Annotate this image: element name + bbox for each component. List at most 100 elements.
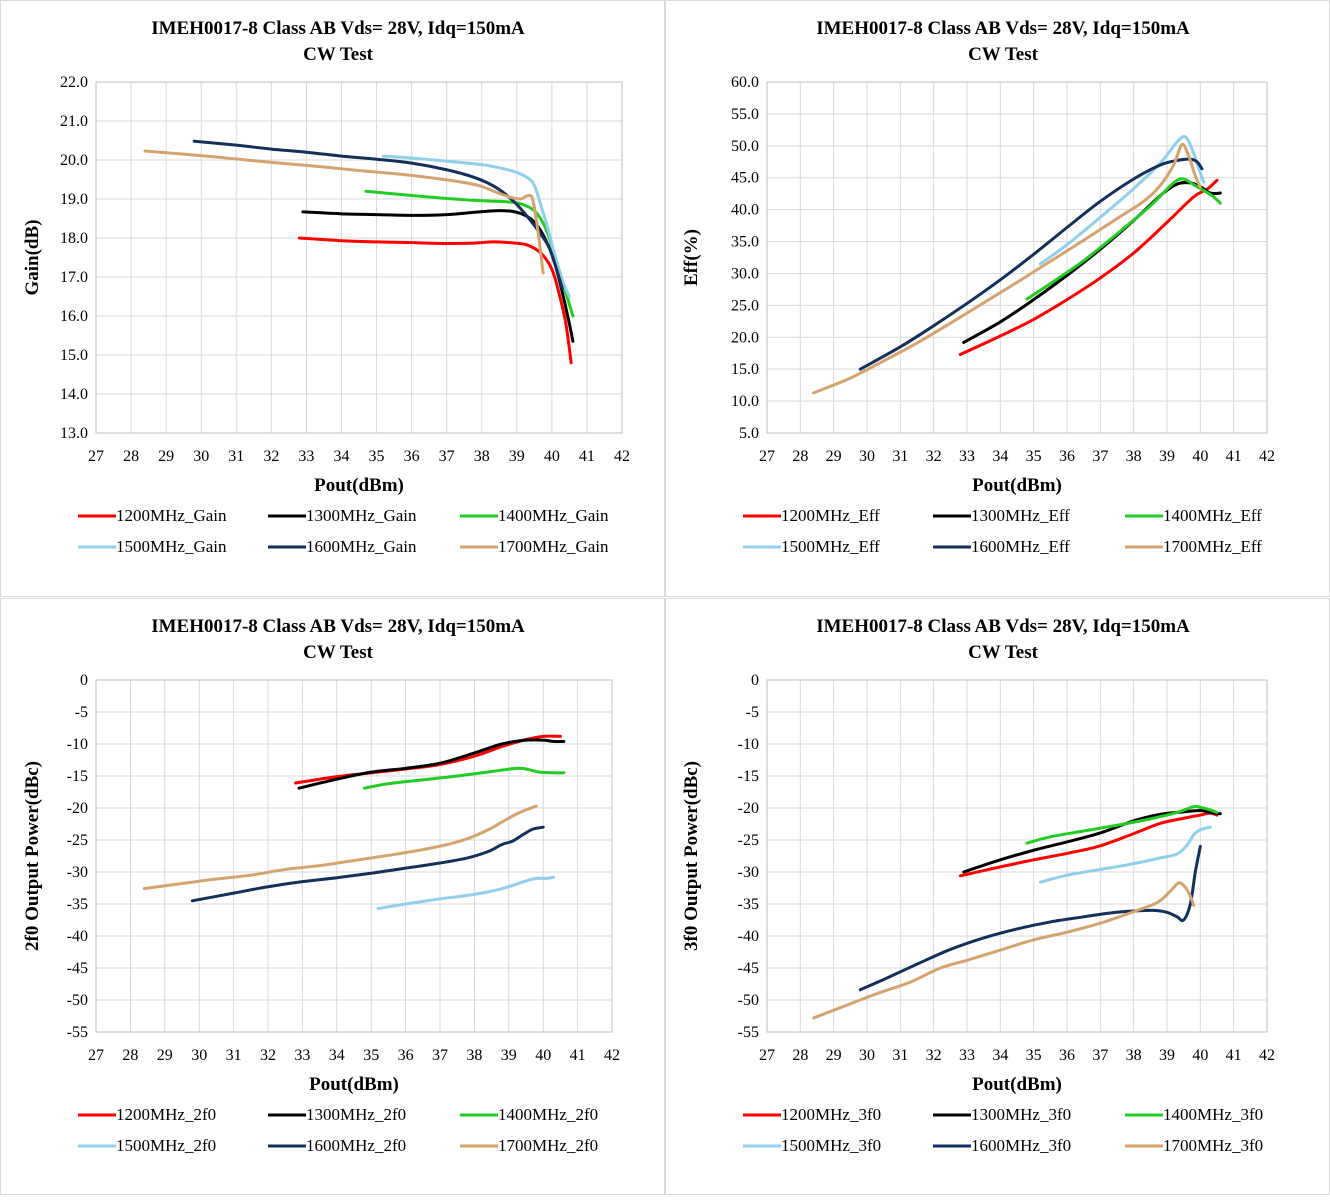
legend-label: 1500MHz_2f0 (116, 1136, 216, 1155)
x-tick-label: 38 (466, 1047, 482, 1064)
legend-label: 1600MHz_Eff (971, 537, 1070, 556)
y-tick-label: -40 (738, 928, 759, 945)
x-tick-label: 38 (1126, 1047, 1142, 1064)
series-line-1600MHz (192, 139, 564, 291)
series-line-1600MHz (858, 844, 1202, 992)
legend-label: 1500MHz_3f0 (781, 1136, 881, 1155)
y-tick-label: 40.0 (731, 202, 759, 219)
x-tick-label: 35 (363, 1047, 379, 1064)
y-tick-label: 60.0 (731, 74, 759, 91)
legend-label: 1500MHz_Eff (781, 537, 880, 556)
series-line-1600MHz (190, 825, 545, 903)
y-tick-label: 45.0 (731, 170, 759, 187)
x-tick-label: 41 (579, 448, 595, 465)
y-tick-label: 22.0 (60, 74, 88, 91)
x-tick-label: 27 (759, 448, 775, 465)
x-tick-label: 29 (157, 1047, 173, 1064)
y-tick-label: 50.0 (731, 138, 759, 155)
series-line-1500MHz (1038, 825, 1212, 884)
y-tick-label: 15.0 (60, 347, 88, 364)
legend-label: 1700MHz_3f0 (1163, 1136, 1263, 1155)
x-tick-label: 42 (1259, 448, 1275, 465)
x-tick-label: 35 (369, 448, 385, 465)
x-tick-label: 38 (474, 448, 490, 465)
x-tick-label: 42 (614, 448, 630, 465)
series-line-1500MHz (1038, 135, 1206, 266)
y-tick-label: -35 (67, 896, 88, 913)
x-tick-label: 38 (1126, 448, 1142, 465)
x-tick-label: 35 (1026, 448, 1042, 465)
x-tick-label: 40 (535, 1047, 551, 1064)
y-tick-label: -10 (738, 736, 759, 753)
x-tick-label: 30 (191, 1047, 207, 1064)
x-tick-label: 40 (1192, 448, 1208, 465)
second-harmonic-chart: IMEH0017-8 Class AB Vds= 28V, Idq=150mA C… (0, 598, 665, 1195)
x-tick-label: 41 (1226, 1047, 1242, 1064)
series-line-1500MHz (382, 154, 571, 298)
y-tick-label: 20.0 (60, 152, 88, 169)
legend-label: 1200MHz_Gain (116, 506, 227, 525)
legend-label: 1600MHz_3f0 (971, 1136, 1071, 1155)
x-tick-label: 33 (959, 448, 975, 465)
x-tick-label: 40 (1192, 1047, 1208, 1064)
y-tick-label: -15 (738, 768, 759, 785)
x-tick-label: 27 (88, 448, 104, 465)
x-tick-label: 39 (501, 1047, 517, 1064)
chart-panel-2f0: IMEH0017-8 Class AB Vds= 28V, Idq=150mA C… (0, 598, 665, 1195)
y-tick-label: -25 (738, 832, 759, 849)
y-tick-label: 13.0 (60, 425, 88, 442)
legend-label: 1200MHz_3f0 (781, 1105, 881, 1124)
y-tick-label: -5 (75, 704, 88, 721)
y-tick-label: -45 (67, 960, 88, 977)
y-tick-label: 0 (80, 672, 88, 689)
y-tick-label: -35 (738, 896, 759, 913)
plot-area (766, 81, 1268, 434)
series-line-1700MHz (812, 881, 1196, 1020)
chart-subtitle: CW Test (303, 642, 374, 663)
x-tick-label: 35 (1026, 1047, 1042, 1064)
y-tick-label: 14.0 (60, 386, 88, 403)
x-tick-label: 36 (1059, 448, 1075, 465)
x-tick-label: 28 (122, 1047, 138, 1064)
x-tick-label: 31 (226, 1047, 242, 1064)
x-tick-label: 36 (1059, 1047, 1075, 1064)
chart-panel-eff: IMEH0017-8 Class AB Vds= 28V, Idq=150mA C… (665, 0, 1330, 597)
x-tick-label: 27 (88, 1047, 104, 1064)
x-tick-label: 34 (992, 1047, 1008, 1064)
chart-frame (0, 0, 665, 597)
legend-label: 1700MHz_Gain (498, 537, 609, 556)
legend-label: 1200MHz_2f0 (116, 1105, 216, 1124)
y-tick-label: 17.0 (60, 269, 88, 286)
series-line-1300MHz (297, 738, 566, 790)
chart-frame (0, 598, 665, 1195)
y-axis-title: Gain(dB) (22, 219, 43, 295)
y-tick-label: -55 (738, 1024, 759, 1041)
x-tick-label: 32 (926, 448, 942, 465)
y-tick-label: -30 (67, 864, 88, 881)
x-tick-label: 30 (193, 448, 209, 465)
y-tick-label: 35.0 (731, 234, 759, 251)
plot-area (95, 81, 623, 434)
series-line-1200MHz (297, 236, 573, 365)
legend-label: 1500MHz_Gain (116, 537, 227, 556)
y-axis-title: 3f0 Output Power(dBc) (681, 761, 702, 951)
y-tick-label: -10 (67, 736, 88, 753)
y-tick-label: 5.0 (739, 425, 759, 442)
chart-title: IMEH0017-8 Class AB Vds= 28V, Idq=150mA (816, 616, 1190, 637)
series-line-1200MHz (958, 811, 1219, 878)
legend-label: 1600MHz_Gain (306, 537, 417, 556)
chart-title: IMEH0017-8 Class AB Vds= 28V, Idq=150mA (151, 18, 525, 39)
y-tick-label: 20.0 (731, 329, 759, 346)
y-tick-label: -50 (67, 992, 88, 1009)
series-line-1400MHz (362, 766, 566, 790)
third-harmonic-chart: IMEH0017-8 Class AB Vds= 28V, Idq=150mA C… (665, 598, 1330, 1195)
x-tick-label: 37 (432, 1047, 448, 1064)
y-tick-label: 10.0 (731, 393, 759, 410)
x-axis-title: Pout(dBm) (314, 475, 404, 496)
x-tick-label: 32 (260, 1047, 276, 1064)
y-tick-label: 16.0 (60, 308, 88, 325)
legend-label: 1300MHz_Eff (971, 506, 1070, 525)
x-tick-label: 30 (859, 448, 875, 465)
x-tick-label: 36 (398, 1047, 414, 1064)
legend-label: 1400MHz_Eff (1163, 506, 1262, 525)
